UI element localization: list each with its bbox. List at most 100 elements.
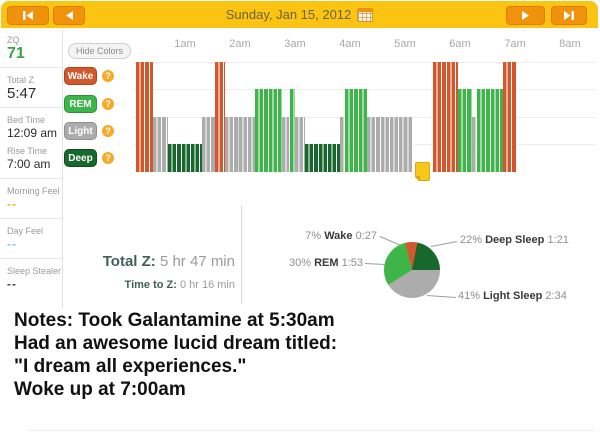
phase-segment-rem [476, 89, 504, 172]
phase-segment-deep [305, 144, 340, 172]
bottom-divider [28, 430, 594, 431]
note-marker-icon[interactable] [415, 162, 430, 181]
stat-label: ZQ [7, 35, 20, 45]
sidebar-stat-sleep-stealer: Sleep Stealer -- [7, 265, 62, 292]
pie-label-deep-sleep: 22% Deep Sleep 1:21 [460, 234, 569, 246]
sidebar-stat-rise-time: Rise Time 7:00 am [7, 145, 62, 172]
axis-tick-1am: 1am [174, 38, 196, 50]
skip-last-icon [564, 11, 574, 20]
calendar-icon [357, 7, 374, 22]
notes-line: "I dream all experiences." [14, 356, 247, 377]
stat-label: Bed Time [7, 115, 46, 125]
notes-line: Had an awesome lucid dream titled: [14, 333, 338, 354]
stat-label: Morning Feel [7, 186, 60, 196]
date-nav-bar: Sunday, Jan 15, 2012 [1, 1, 598, 28]
stat-value: 12:09 am [7, 126, 58, 140]
phase-segment-rem [289, 89, 295, 172]
stat-value: 7:00 am [7, 157, 51, 171]
axis-tick-6am: 6am [449, 38, 471, 50]
phase-segment-rem [458, 89, 472, 172]
sidebar-stat-morning-feel: Morning Feel -- [7, 185, 62, 212]
sidebar-section: Bed Time 12:09 am Rise Time 7:00 am [0, 108, 62, 179]
phase-segment-deep [167, 144, 203, 172]
legend-wake-button[interactable]: Wake [64, 67, 97, 85]
phase-segment-light [471, 117, 477, 172]
phase-segment-wake [432, 62, 459, 172]
arrow-left-icon [65, 11, 73, 20]
time-to-z-summary: Time to Z: 0 hr 16 min [70, 279, 235, 291]
phase-segment-rem [344, 89, 367, 172]
sidebar-stat-day-feel: Day Feel -- [7, 225, 62, 252]
sidebar-stat-zq: ZQ 71 [7, 34, 62, 62]
stat-value: -- [7, 197, 17, 211]
date-display[interactable]: Sunday, Jan 15, 2012 [1, 1, 598, 28]
first-day-button[interactable] [7, 6, 49, 25]
sleep-notes-text: Notes: Took Galantamine at 5:30am Had an … [14, 309, 337, 401]
sleep-stats-sidebar: ZQ 71 Total Z 5:47 Bed Time 12:09 am Rise Time… [0, 28, 63, 309]
stat-value: 71 [7, 45, 25, 62]
pie-label-rem: 30% REM 1:53 [289, 257, 363, 269]
phase-segment-rem [254, 89, 283, 172]
axis-tick-2am: 2am [229, 38, 251, 50]
total-z-label: Total Z: [102, 253, 156, 270]
legend-deep-button[interactable]: Deep [64, 149, 97, 167]
phase-segment-light [202, 117, 216, 172]
current-date-label: Sunday, Jan 15, 2012 [225, 7, 352, 22]
summary-divider [241, 205, 242, 304]
total-z-summary: Total Z: 5 hr 47 min [70, 253, 235, 270]
legend-light-button[interactable]: Light [64, 122, 97, 140]
axis-tick-5am: 5am [394, 38, 416, 50]
legend-rem-button[interactable]: REM [64, 95, 97, 113]
stat-value: 5:47 [7, 85, 37, 102]
phase-segment-light [152, 117, 168, 172]
pie-leader-line [426, 295, 456, 298]
next-day-button[interactable] [506, 6, 545, 25]
sidebar-section: ZQ 71 [0, 28, 62, 68]
stat-label: Rise Time [7, 146, 48, 156]
axis-tick-4am: 4am [339, 38, 361, 50]
sidebar-section: Day Feel -- [0, 219, 62, 259]
axis-tick-8am: 8am [559, 38, 581, 50]
stat-label: Day Feel [7, 226, 44, 236]
hide-colors-button[interactable]: Hide Colors [68, 43, 132, 59]
chart-gridline [133, 62, 596, 63]
axis-tick-3am: 3am [284, 38, 306, 50]
skip-first-icon [23, 11, 33, 20]
stat-value: -- [7, 237, 17, 251]
help-rem-icon[interactable]: ? [102, 98, 114, 110]
last-day-button[interactable] [551, 6, 587, 25]
notes-line: Woke up at 7:00am [14, 379, 186, 400]
pie-label-light-sleep: 41% Light Sleep 2:34 [458, 290, 567, 302]
pie-leader-line [379, 236, 401, 246]
previous-day-button[interactable] [53, 6, 85, 25]
phase-segment-light [339, 117, 345, 172]
total-z-value: 5 hr 47 min [155, 253, 235, 270]
pie-leader-line [364, 263, 385, 265]
axis-tick-7am: 7am [504, 38, 526, 50]
sidebar-stat-total-z: Total Z 5:47 [7, 74, 62, 101]
sleep-phase-pie-chart [384, 242, 440, 298]
notes-line: Notes: Took Galantamine at 5:30am [14, 310, 335, 331]
phase-segment-light [225, 117, 255, 172]
phase-segment-light [366, 117, 414, 172]
phase-segment-wake [136, 62, 153, 172]
sidebar-section: Morning Feel -- [0, 179, 62, 219]
pie-label-wake: 7% Wake 0:27 [305, 230, 377, 242]
help-deep-icon[interactable]: ? [102, 152, 114, 164]
pie-leader-line [431, 241, 458, 247]
phase-segment-light [295, 117, 306, 172]
arrow-right-icon [522, 11, 529, 20]
stat-label: Total Z [7, 75, 35, 85]
help-wake-icon[interactable]: ? [102, 70, 114, 82]
help-light-icon[interactable]: ? [102, 125, 114, 137]
stat-value: -- [7, 277, 17, 291]
time-to-z-value: 0 hr 16 min [176, 279, 235, 291]
phase-segment-wake [215, 62, 226, 172]
sidebar-section: Total Z 5:47 [0, 68, 62, 108]
phase-segment-light [282, 117, 290, 172]
sidebar-section: Sleep Stealer -- [0, 259, 62, 298]
sidebar-stat-bed-time: Bed Time 12:09 am [7, 114, 62, 141]
stat-label: Sleep Stealer [7, 266, 62, 276]
phase-segment-wake [503, 62, 517, 172]
